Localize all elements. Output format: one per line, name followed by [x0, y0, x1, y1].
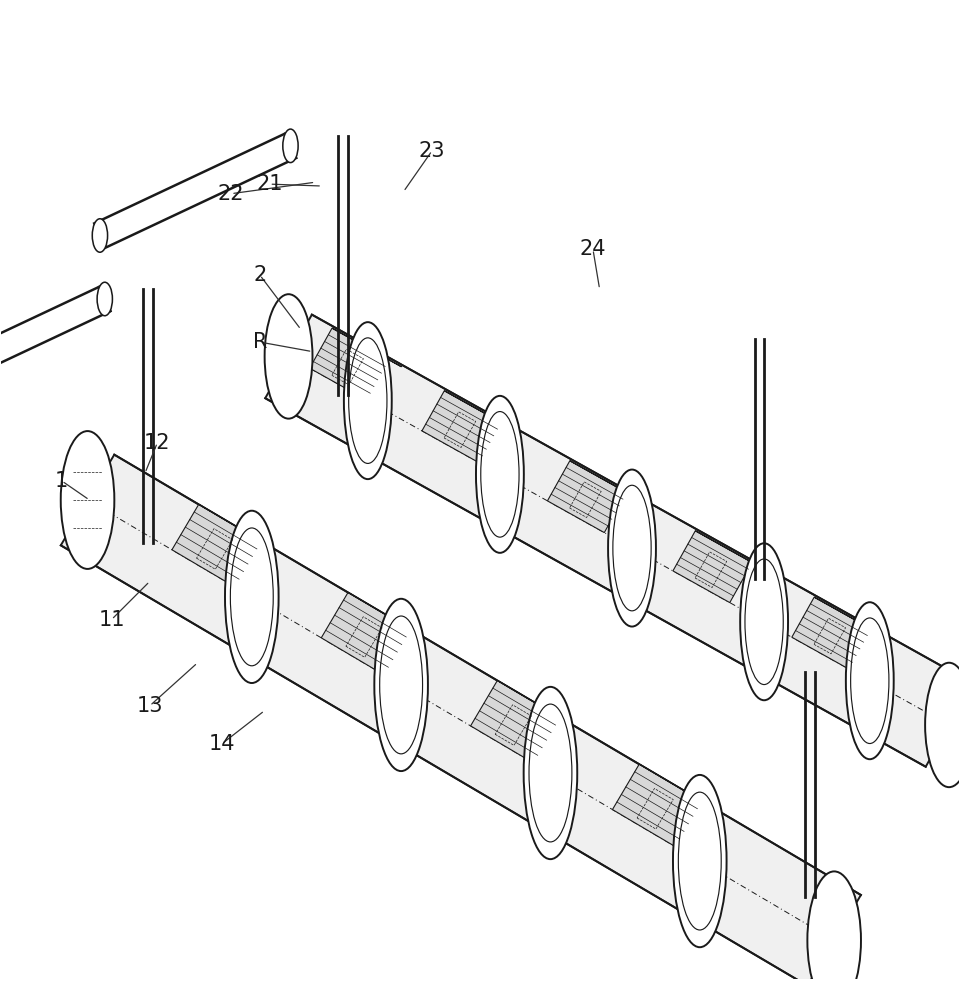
Ellipse shape	[740, 543, 788, 700]
Ellipse shape	[673, 775, 727, 947]
Polygon shape	[265, 315, 960, 767]
Polygon shape	[570, 461, 639, 499]
Ellipse shape	[476, 396, 524, 553]
Text: 14: 14	[208, 734, 235, 754]
Text: R: R	[252, 332, 267, 352]
Polygon shape	[60, 455, 861, 986]
Text: 13: 13	[136, 696, 163, 716]
Text: 21: 21	[256, 174, 282, 194]
Polygon shape	[348, 592, 423, 637]
Text: 1: 1	[55, 471, 68, 491]
Ellipse shape	[374, 599, 428, 771]
Ellipse shape	[97, 282, 112, 316]
Text: 2: 2	[253, 265, 267, 285]
Ellipse shape	[225, 511, 278, 683]
Polygon shape	[673, 531, 753, 603]
Ellipse shape	[523, 687, 577, 859]
Polygon shape	[612, 764, 702, 847]
Polygon shape	[172, 504, 261, 587]
Text: 11: 11	[98, 610, 125, 630]
Polygon shape	[639, 764, 714, 808]
Polygon shape	[814, 597, 883, 636]
Ellipse shape	[283, 129, 299, 163]
Polygon shape	[695, 531, 765, 569]
Ellipse shape	[807, 871, 861, 1000]
Polygon shape	[547, 461, 627, 533]
Text: 23: 23	[419, 141, 445, 161]
Polygon shape	[310, 328, 389, 400]
Ellipse shape	[92, 219, 108, 252]
Text: 22: 22	[218, 184, 245, 204]
Polygon shape	[422, 391, 501, 463]
Polygon shape	[444, 391, 514, 429]
Polygon shape	[792, 597, 871, 669]
Ellipse shape	[608, 470, 656, 627]
Polygon shape	[322, 592, 411, 675]
Ellipse shape	[344, 322, 392, 479]
Text: 12: 12	[144, 433, 171, 453]
Polygon shape	[470, 681, 560, 763]
Polygon shape	[497, 681, 572, 725]
Polygon shape	[332, 328, 401, 367]
Ellipse shape	[265, 294, 313, 419]
Ellipse shape	[60, 431, 114, 569]
Text: 24: 24	[580, 239, 606, 259]
Ellipse shape	[846, 602, 894, 759]
Polygon shape	[199, 504, 274, 549]
Ellipse shape	[925, 663, 960, 787]
